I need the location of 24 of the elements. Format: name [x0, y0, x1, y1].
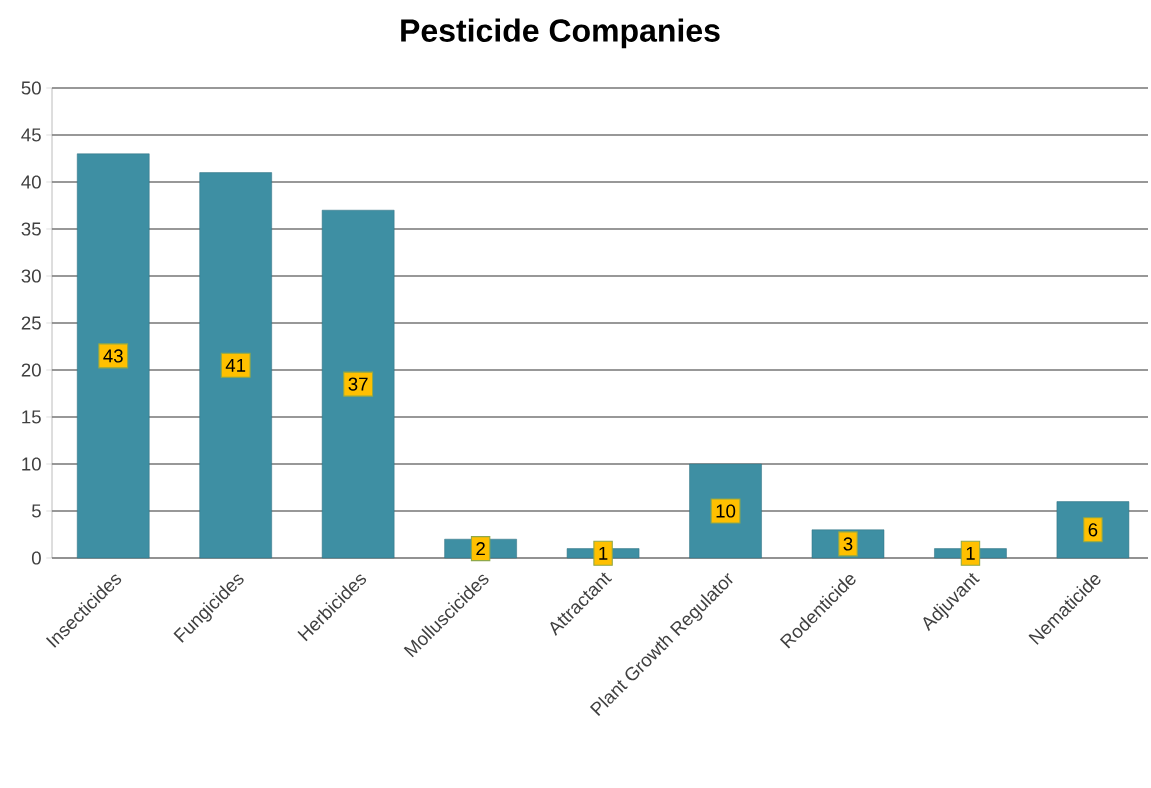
y-tick-label: 0: [31, 551, 41, 565]
y-tick-label: 35: [21, 222, 41, 236]
y-tick-label: 15: [22, 410, 41, 424]
y-tick-label: 50: [21, 81, 41, 95]
y-tick-label: 45: [21, 128, 41, 142]
y-tick-label: 25: [21, 316, 41, 330]
data-label: 1: [599, 546, 608, 560]
bar: [199, 172, 272, 559]
bar: [321, 209, 395, 559]
data-label: 10: [716, 504, 736, 518]
data-label: 41: [225, 358, 246, 372]
y-tick-label: 5: [31, 504, 41, 518]
chart-title: Pesticide Companies: [401, 18, 720, 49]
data-label: 1: [966, 546, 975, 560]
bar: [76, 153, 150, 559]
y-tick-label: 20: [21, 363, 41, 377]
y-tick-label: 10: [22, 457, 41, 471]
data-label: 3: [843, 537, 853, 551]
data-label: 6: [1088, 523, 1098, 537]
y-tick-label: 40: [21, 175, 41, 189]
data-label: 37: [348, 377, 368, 391]
y-tick-label: 30: [21, 269, 41, 283]
data-label: 43: [103, 349, 123, 363]
data-label: 2: [476, 542, 485, 556]
